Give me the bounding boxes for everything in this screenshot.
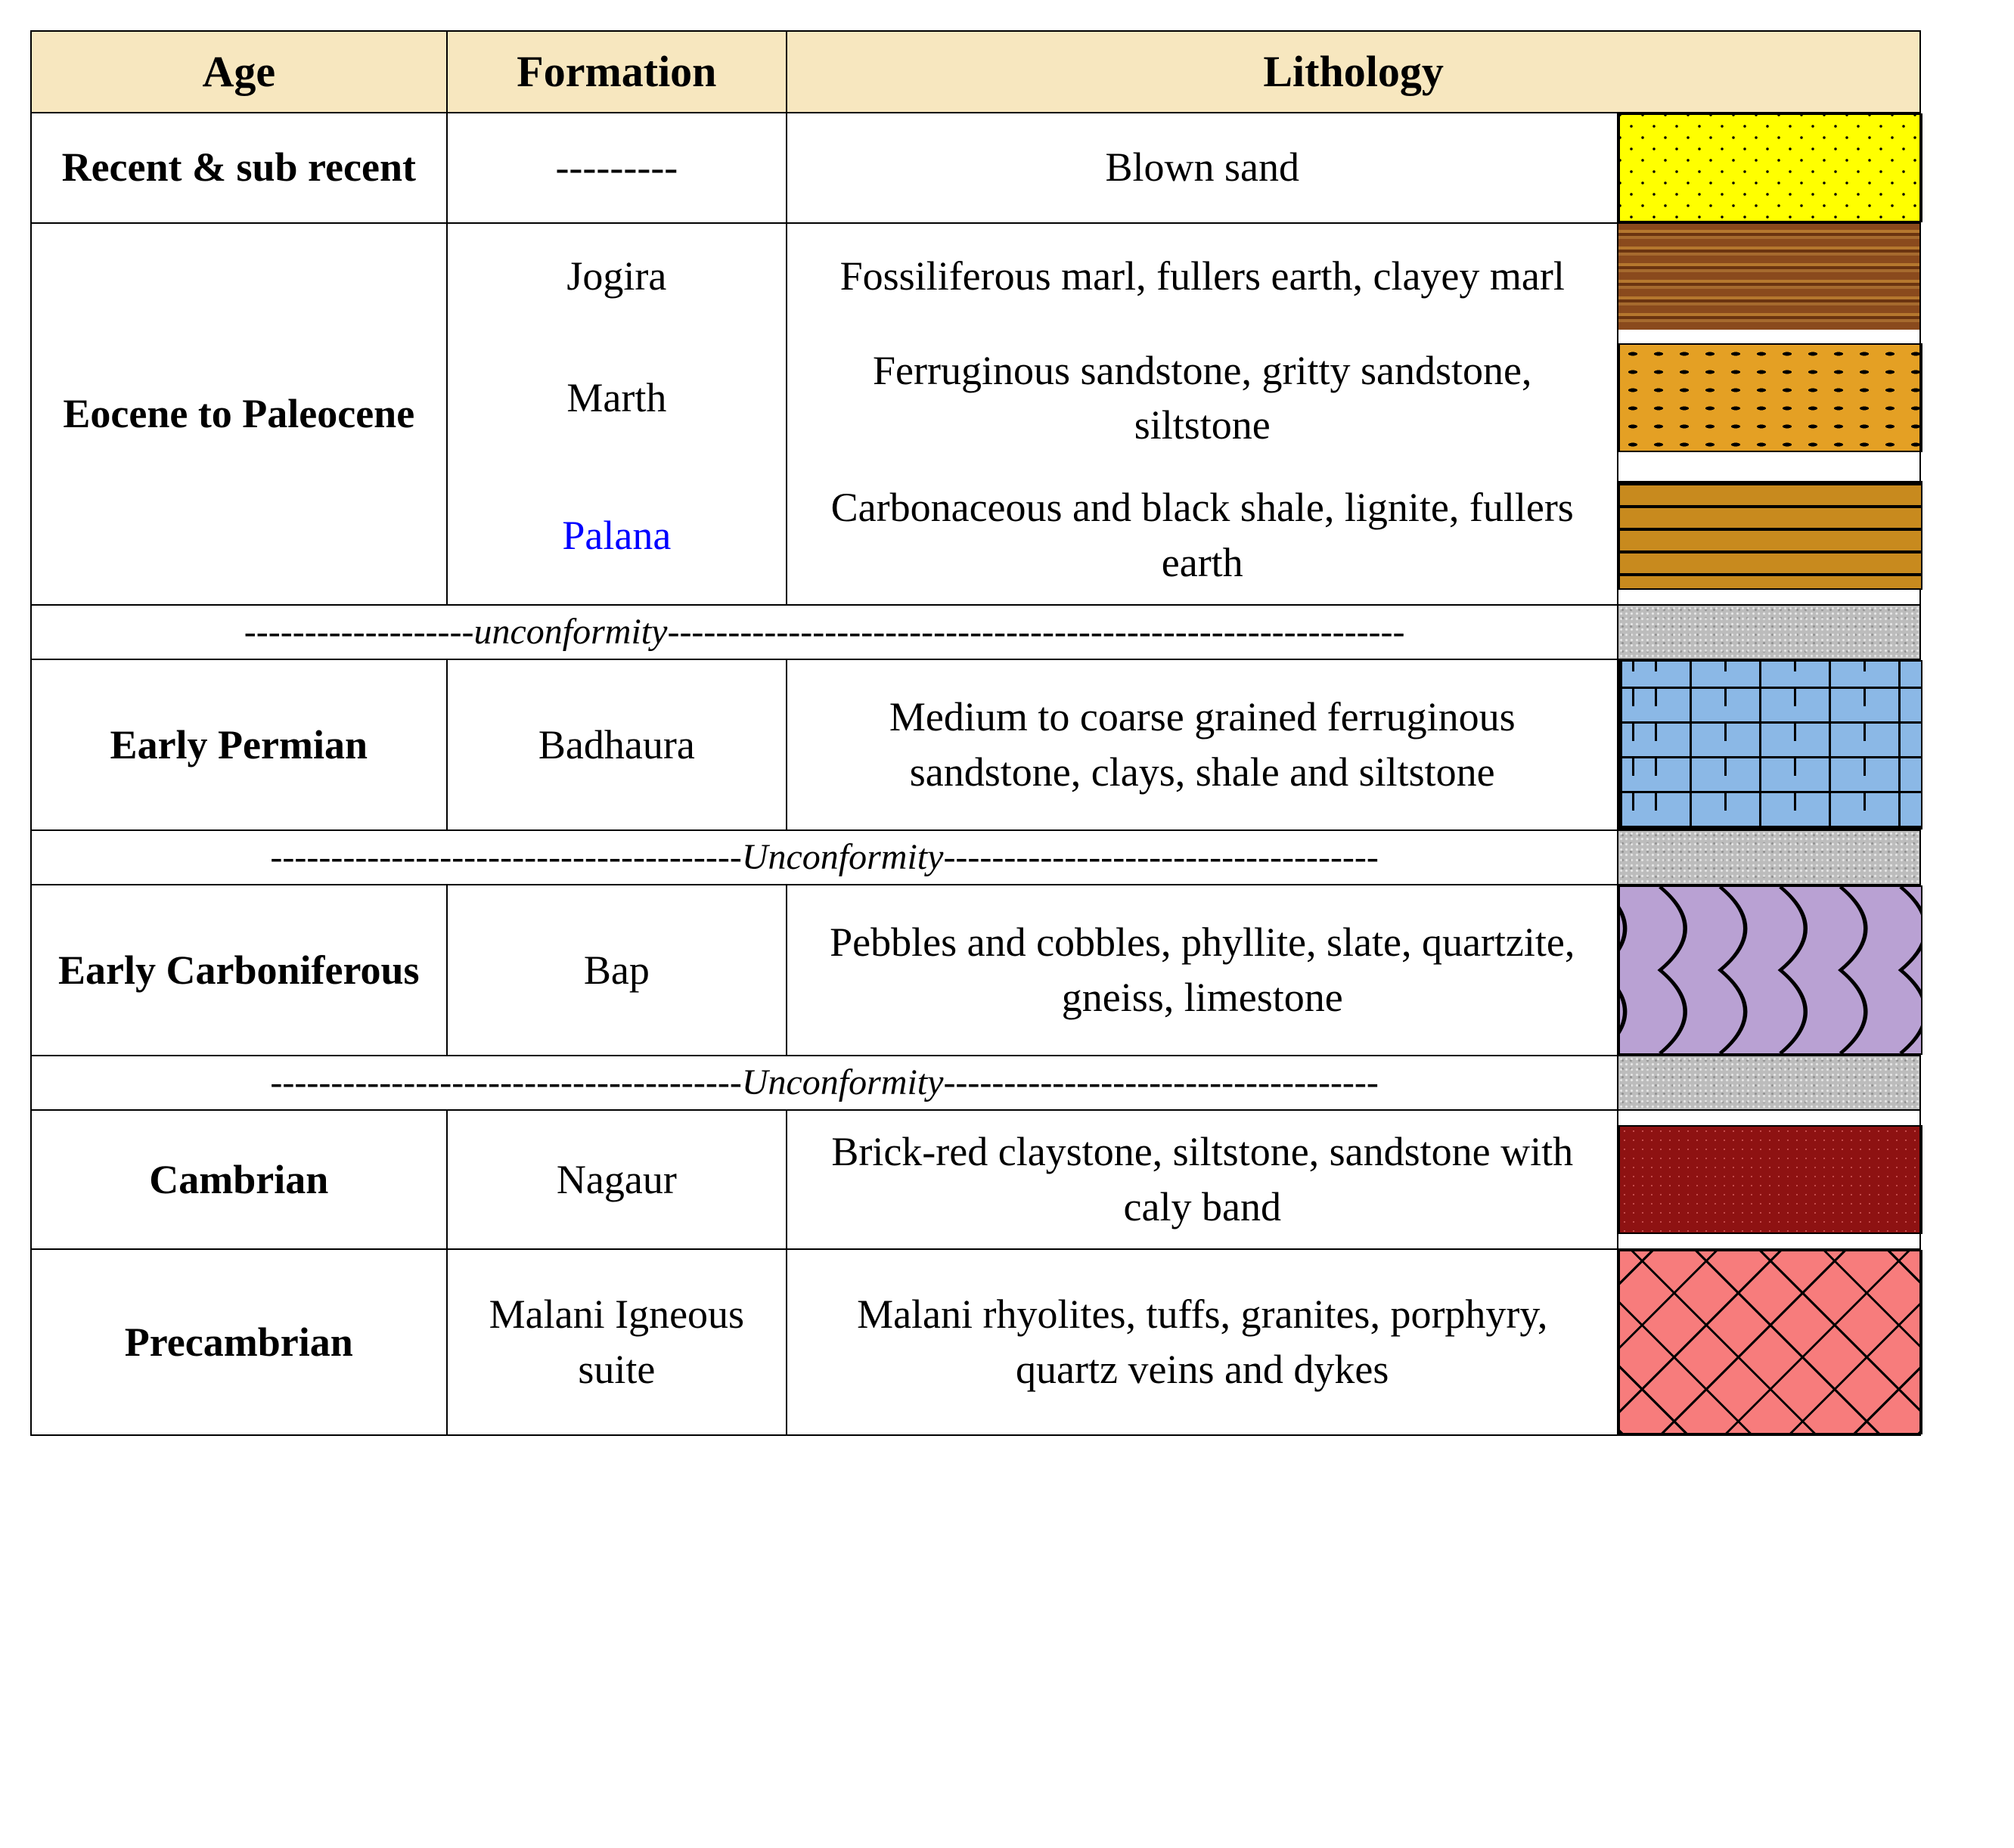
swatch-marth [1618,330,1920,467]
header-age: Age [31,31,447,113]
lith-permian: Medium to coarse grained ferruginous san… [787,659,1618,830]
lith-jogira: Fossiliferous marl, fullers earth, claye… [787,223,1618,330]
age-cambrian: Cambrian [31,1110,447,1249]
header-lithology: Lithology [787,31,1920,113]
row-permian: Early Permian Badhaura Medium to coarse … [31,659,1920,830]
lith-precambrian: Malani rhyolites, tuffs, granites, porph… [787,1249,1618,1435]
swatch-cambrian [1618,1110,1920,1249]
row-recent: Recent & sub recent --------- Blown sand [31,113,1920,223]
stratigraphy-table: Age Formation Lithology Recent & sub rec… [30,30,1921,1436]
unconformity-2-label: Unconformity [31,830,1618,885]
form-marth: Marth [447,330,787,467]
lith-recent: Blown sand [787,113,1618,223]
swatch-carbon [1618,885,1920,1056]
lith-cambrian: Brick-red claystone, siltstone, sandston… [787,1110,1618,1249]
age-eocene: Eocene to Paleocene [31,223,447,606]
form-jogira: Jogira [447,223,787,330]
swatch-jogira [1618,223,1920,330]
form-carbon: Bap [447,885,787,1056]
swatch-precambrian [1618,1249,1920,1435]
age-precambrian: Precambrian [31,1249,447,1435]
lith-palana: Carbonaceous and black shale, lignite, f… [787,467,1618,605]
swatch-unconf-1 [1618,605,1920,659]
row-unconformity-3: Unconformity [31,1056,1920,1110]
row-carbon: Early Carboniferous Bap Pebbles and cobb… [31,885,1920,1056]
age-carbon: Early Carboniferous [31,885,447,1056]
lith-carbon: Pebbles and cobbles, phyllite, slate, qu… [787,885,1618,1056]
swatch-palana [1618,467,1920,605]
lith-marth: Ferruginous sandstone, gritty sandstone,… [787,330,1618,467]
swatch-unconf-2 [1618,830,1920,885]
row-unconformity-1: unconformity [31,605,1920,659]
row-unconformity-2: Unconformity [31,830,1920,885]
form-precambrian: Malani Igneous suite [447,1249,787,1435]
age-recent: Recent & sub recent [31,113,447,223]
form-recent: --------- [447,113,787,223]
form-permian: Badhaura [447,659,787,830]
row-eocene-jogira: Eocene to Paleocene Jogira Fossiliferous… [31,223,1920,330]
form-palana-label: Palana [562,513,671,558]
swatch-recent [1618,113,1920,223]
swatch-unconf-3 [1618,1056,1920,1110]
age-permian: Early Permian [31,659,447,830]
unconformity-1-label: unconformity [31,605,1618,659]
header-row: Age Formation Lithology [31,31,1920,113]
swatch-permian [1618,659,1920,830]
row-precambrian: Precambrian Malani Igneous suite Malani … [31,1249,1920,1435]
row-cambrian: Cambrian Nagaur Brick-red claystone, sil… [31,1110,1920,1249]
header-formation: Formation [447,31,787,113]
form-cambrian: Nagaur [447,1110,787,1249]
form-palana: Palana [447,467,787,605]
unconformity-3-label: Unconformity [31,1056,1618,1110]
